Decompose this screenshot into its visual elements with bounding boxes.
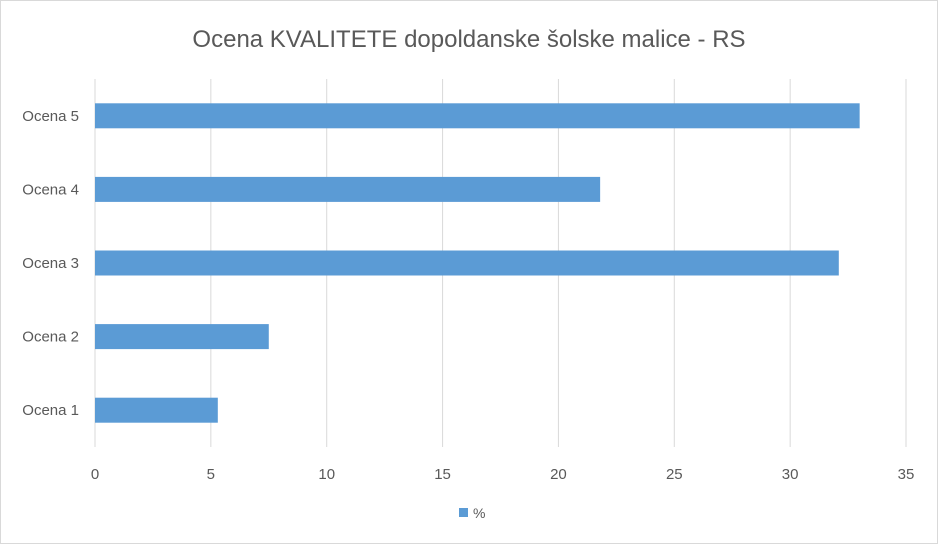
x-tick-labels: 0 5 10 15 20 25 30 35 — [91, 466, 915, 483]
x-tick-label: 0 — [91, 466, 99, 483]
legend-label: % — [473, 505, 485, 521]
x-tick-label: 35 — [898, 466, 915, 483]
category-labels: Ocena 1 Ocena 2 Ocena 3 Ocena 4 Ocena 5 — [22, 108, 79, 419]
x-tick-label: 5 — [207, 466, 215, 483]
legend-swatch — [459, 508, 468, 517]
bar — [95, 324, 269, 350]
category-label: Ocena 1 — [22, 402, 79, 419]
x-tick-label: 15 — [434, 466, 451, 483]
x-tick-label: 25 — [666, 466, 683, 483]
category-label: Ocena 5 — [22, 108, 79, 125]
x-tick-label: 30 — [782, 466, 799, 483]
bar — [95, 176, 601, 202]
bar — [95, 250, 839, 276]
bar — [95, 103, 860, 129]
x-tick-label: 10 — [318, 466, 335, 483]
chart-title: Ocena KVALITETE dopoldanske šolske malic… — [192, 26, 745, 53]
category-label: Ocena 3 — [22, 255, 79, 272]
bars — [95, 103, 860, 423]
bar — [95, 397, 218, 423]
legend: % — [459, 505, 485, 521]
category-label: Ocena 2 — [22, 329, 79, 346]
category-label: Ocena 4 — [22, 181, 79, 198]
x-tick-label: 20 — [550, 466, 567, 483]
